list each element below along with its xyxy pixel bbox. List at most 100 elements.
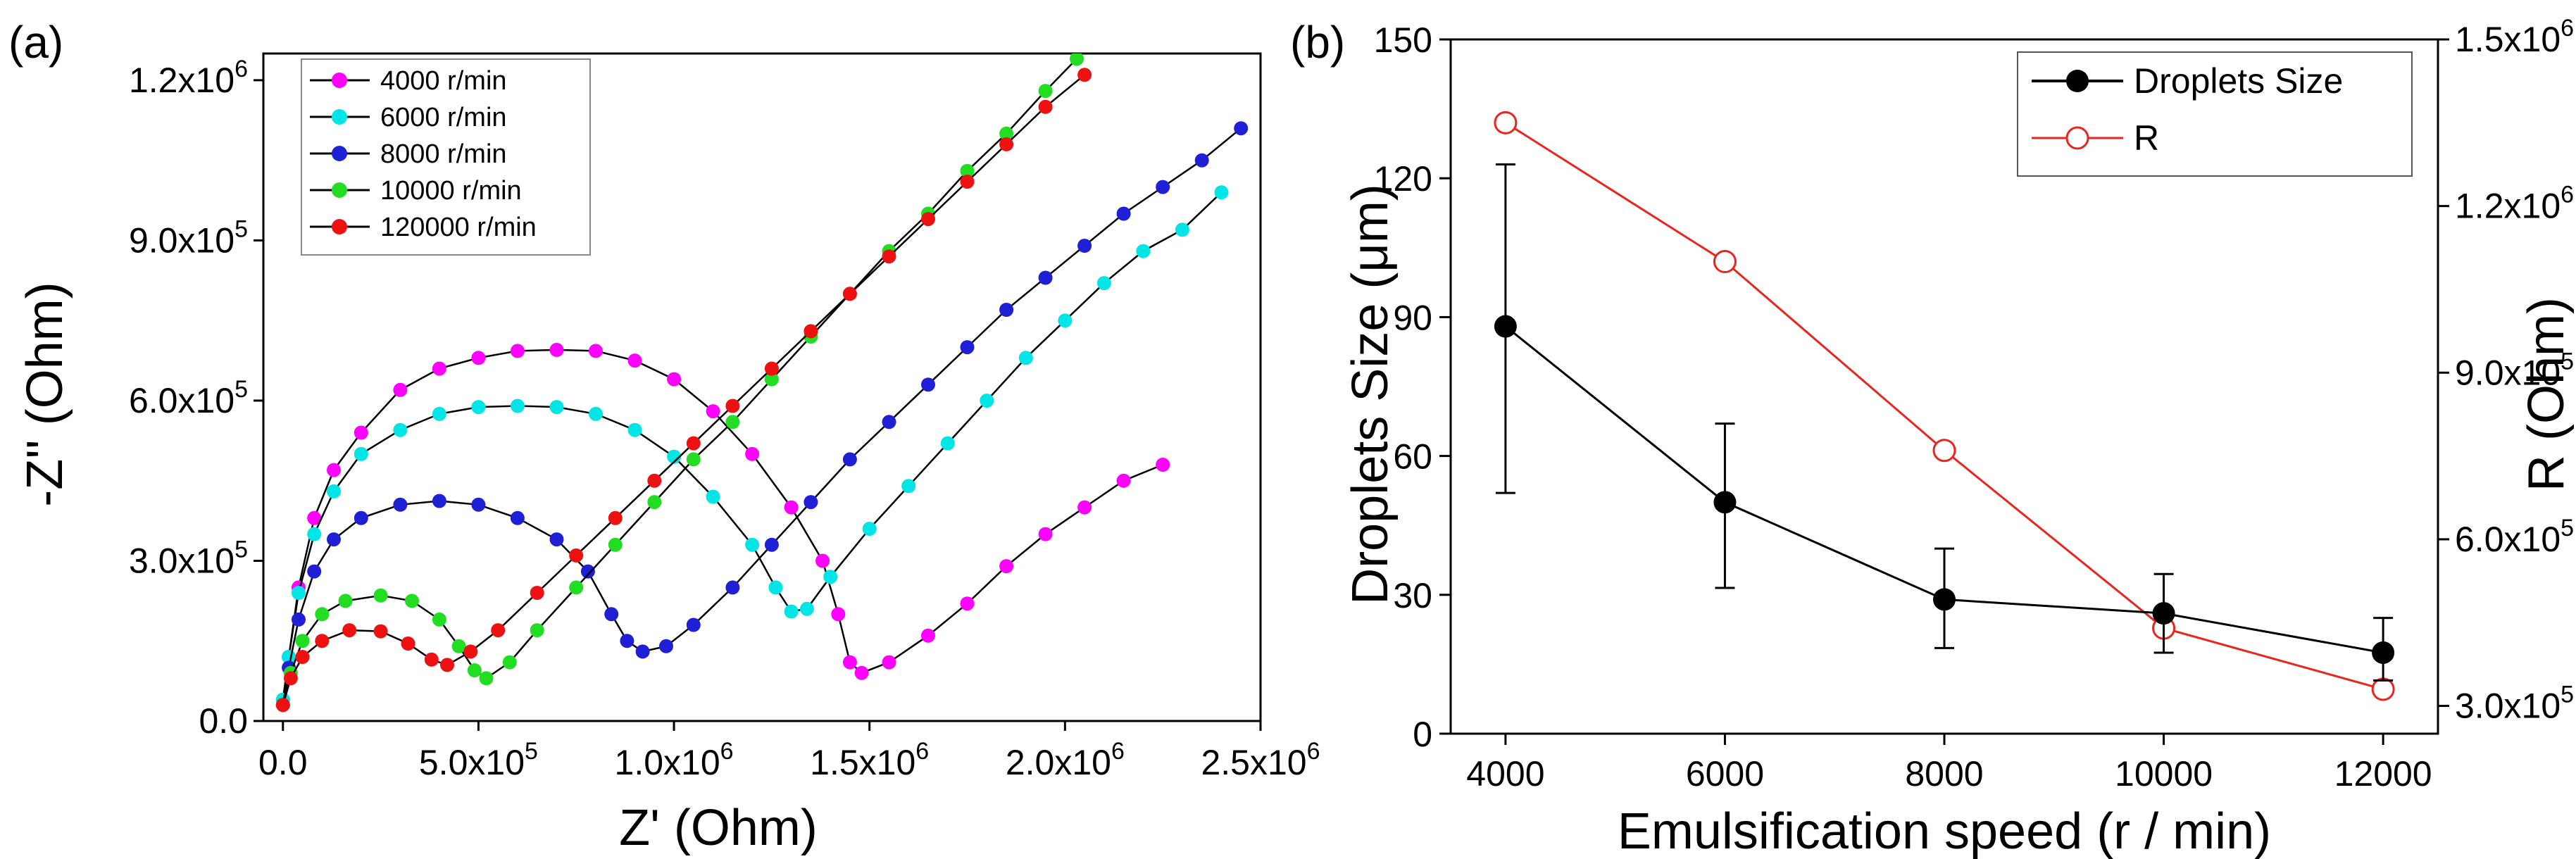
- series-2-point-26: [1077, 239, 1092, 253]
- series-1-point-5: [354, 446, 368, 461]
- y-tick-label-4-exponent: 6: [235, 56, 248, 82]
- series-1-point-15: [745, 537, 760, 552]
- series-2-point-19: [804, 495, 818, 510]
- series-2-point-8: [471, 497, 486, 512]
- series-4-point-0: [275, 698, 290, 713]
- b-x-tick-label-0: 4000: [1466, 754, 1544, 794]
- series-2-point-9: [510, 510, 525, 525]
- series-3-point-2: [295, 634, 310, 648]
- series-4-point-24: [1038, 99, 1053, 114]
- droplets-size-point-2: [1933, 588, 1956, 611]
- legend-entry-6000: 6000 r/min: [310, 103, 507, 132]
- series-3-point-14: [608, 537, 623, 552]
- series-2-point-22: [921, 377, 935, 392]
- y-tick-label-0-mantissa: 0.0: [199, 701, 248, 741]
- series-4-point-3: [315, 634, 330, 648]
- series-0-point-14: [706, 404, 720, 419]
- series-1-point-19: [823, 570, 838, 584]
- series-0-point-13: [667, 372, 682, 387]
- series-0-point-9: [510, 344, 525, 358]
- series-1-point-14: [706, 489, 720, 504]
- series-4-point-20: [882, 249, 896, 264]
- y-tick-label-1-mantissa: 3.0x10: [129, 541, 235, 580]
- y-tick-label-3: 9.0x105: [129, 215, 248, 260]
- series-1-point-22: [940, 436, 955, 451]
- series-2-point-21: [882, 415, 896, 430]
- series-4-point-25: [1077, 68, 1092, 82]
- series-2-point-6: [393, 497, 408, 512]
- series-2-point-12: [604, 607, 619, 622]
- series-0-point-20: [854, 665, 869, 680]
- series-1-point-25: [1058, 313, 1073, 328]
- panel-a-y-axis-label: -Z'' (Ohm): [17, 282, 73, 506]
- x-tick-label-1-mantissa: 5.0x10: [419, 743, 525, 782]
- legend-entry-120000: 120000 r/min: [310, 213, 537, 242]
- series-3-point-7: [432, 612, 446, 627]
- b-y2-tick-label-2: 9.0x105: [2455, 348, 2574, 392]
- series-4-point-12: [569, 548, 584, 563]
- x-tick-label-5-exponent: 6: [1307, 738, 1320, 765]
- b-y2-tick-label-1: 6.0x105: [2455, 515, 2574, 559]
- series-0-point-11: [589, 344, 603, 358]
- b-y2-tick-label-1-mantissa: 6.0x10: [2455, 520, 2561, 559]
- x-tick-label-5: 2.5x106: [1201, 738, 1320, 782]
- series-4-point-6: [401, 637, 415, 651]
- series-1-point-20: [862, 522, 877, 536]
- series-2-point-7: [432, 494, 446, 508]
- y-tick-label-4-mantissa: 1.2x10: [129, 61, 235, 100]
- series-3-point-5: [373, 588, 388, 603]
- b-y2-tick-label-1-exponent: 5: [2561, 515, 2574, 541]
- series-0: [275, 342, 1170, 707]
- series-3-point-4: [338, 594, 353, 608]
- series-1-point-13: [667, 449, 682, 464]
- series-3-point-11: [502, 655, 517, 670]
- series-3-point-15: [647, 495, 662, 510]
- series-1-point-6: [393, 422, 408, 437]
- panel-a-impedance-plot: (a) 0.0 5.0x105 1.0x106 1.5x106 2.0x106 2.5x1…: [8, 17, 1320, 856]
- b-y-tick-label-1: 30: [1393, 576, 1432, 615]
- series-4-point-13: [608, 510, 623, 525]
- series-3-point-12: [530, 623, 544, 638]
- series-3-point-8: [451, 639, 466, 653]
- series-3-point-17: [725, 415, 740, 430]
- legend-label-6000: 6000 r/min: [380, 103, 507, 132]
- series-2-point-3: [307, 564, 322, 579]
- series-0-point-21: [882, 655, 896, 670]
- series-2-point-11: [580, 564, 595, 579]
- series-3-point-10: [479, 671, 494, 686]
- series-4-point-23: [999, 137, 1014, 151]
- series-1-point-18: [799, 601, 814, 616]
- b-y2-tick-label-4: 1.5x106: [2455, 15, 2574, 59]
- series-3-point-26: [1070, 54, 1084, 66]
- b-y2-tick-label-3: 1.2x106: [2455, 182, 2574, 226]
- y-tick-label-3-mantissa: 9.0x10: [129, 220, 235, 260]
- series-0-point-22: [921, 628, 935, 643]
- series-droplets-size: [1494, 163, 2395, 682]
- series-0-point-5: [354, 425, 368, 440]
- series-2-point-4: [327, 532, 341, 547]
- series-3-point-3: [315, 607, 330, 622]
- legend-label-10000: 10000 r/min: [380, 176, 522, 206]
- series-0-point-8: [471, 351, 486, 365]
- series-2-point-14: [635, 644, 650, 659]
- series-3-point-13: [569, 580, 584, 595]
- b-y-tick-label-5: 150: [1374, 20, 1432, 60]
- series-0-point-15: [745, 446, 760, 461]
- series-2-point-5: [354, 510, 368, 525]
- series-2-point-30: [1234, 121, 1249, 136]
- panel-b-axes: 4000 6000 8000 10000 12000 0 30 60 90 120 150 3.0x1…: [1374, 15, 2574, 794]
- panel-a-series-group: [275, 54, 1249, 713]
- panel-a-legend: 4000 r/min 6000 r/min 8000 r/min 10000 r…: [301, 58, 591, 256]
- series-2-point-29: [1194, 153, 1209, 168]
- series-0-point-27: [1116, 473, 1131, 488]
- b-x-tick-label-2: 8000: [1905, 754, 1983, 794]
- b-y2-tick-label-4-mantissa: 1.5x10: [2455, 20, 2561, 59]
- x-tick-label-3: 1.5x106: [810, 738, 929, 782]
- series-4-point-14: [647, 473, 662, 488]
- panel-b-series-group: [1494, 111, 2395, 701]
- b-x-tick-label-3: 10000: [2115, 754, 2213, 794]
- series-2-point-13: [620, 634, 634, 648]
- panel-b-y2-axis-label: R (Ohm): [2518, 297, 2575, 491]
- series-1-point-26: [1096, 276, 1111, 291]
